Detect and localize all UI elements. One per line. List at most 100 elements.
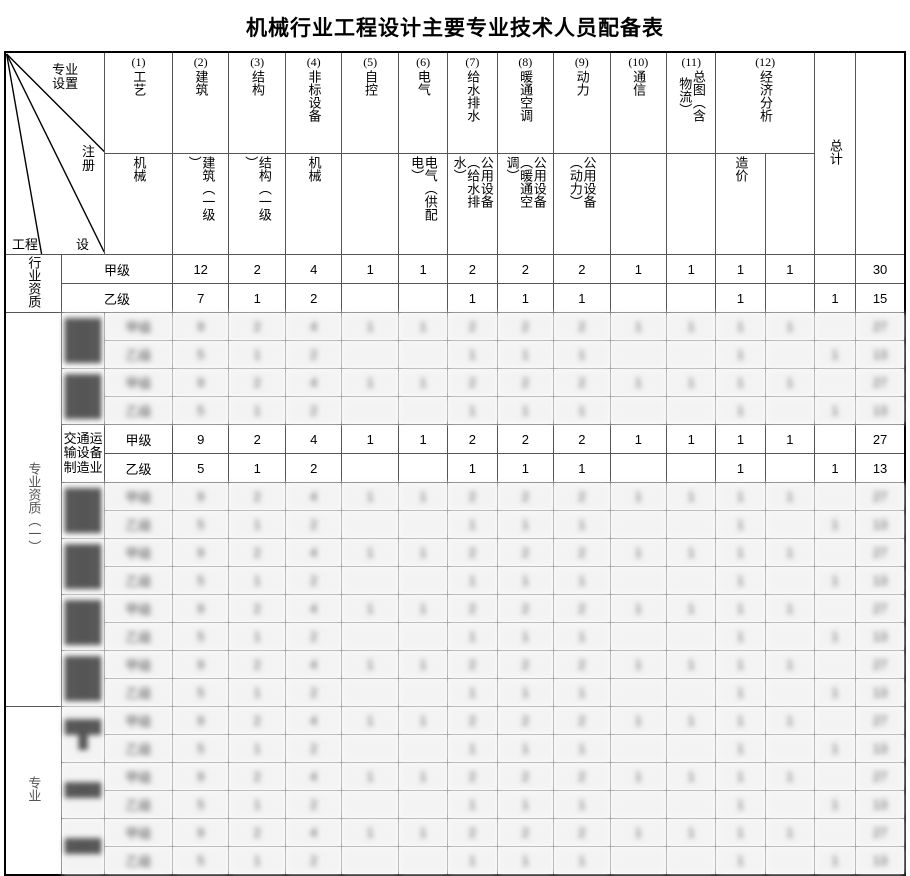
data-cell-c1: 9 <box>171 424 230 454</box>
data-cell-c9 <box>609 510 668 539</box>
industry-group-label: ████ █ <box>60 706 106 763</box>
data-cell-c1: 7 <box>171 283 230 313</box>
column-header-11: (11) 物流） 总图（含 <box>666 51 717 154</box>
data-cell-c8: 2 <box>553 312 611 341</box>
data-cell-c3: 2 <box>284 790 343 819</box>
row-total: 27 <box>855 594 906 623</box>
data-cell-c8: 2 <box>553 254 611 284</box>
column-number: (6) <box>416 55 431 69</box>
data-cell-c6: 2 <box>447 368 498 397</box>
data-cell-c8: 1 <box>553 622 611 651</box>
column-number: (7) <box>465 55 480 69</box>
data-cell-c7: 2 <box>496 594 555 623</box>
row-total: 27 <box>855 650 906 679</box>
data-cell-c1: 5 <box>171 790 230 819</box>
data-cell-c12: 1 <box>764 650 816 679</box>
data-cell-c6: 1 <box>447 283 498 313</box>
table-row: 乙级 5 1 2 1 1 1 1 1 13 <box>5 734 906 763</box>
row-total: 13 <box>855 678 906 707</box>
data-cell-c4: 1 <box>341 706 399 735</box>
industry-group-label: ████ <box>60 818 106 876</box>
data-cell-c3: 2 <box>284 283 343 313</box>
table-row: 行业资质 甲级 12 2 4 1 1 2 2 2 1 1 1 1 30 <box>4 254 906 313</box>
data-cell-c7: 2 <box>496 762 555 791</box>
header-row-top: 专业 设置注册工程设 (1) 工艺 (2) 建筑 (3) 结构 (4) 非标设备 (5) 自控 (6) 电… <box>4 51 905 255</box>
data-cell-c12 <box>764 846 816 876</box>
data-cell-c13 <box>813 312 857 341</box>
data-cell-c9: 1 <box>609 424 668 454</box>
data-cell-c10: 1 <box>666 762 717 791</box>
sub-specialty: 电气（供配 <box>422 156 438 221</box>
data-cell-c9 <box>609 846 668 876</box>
data-cell-c5 <box>397 396 449 425</box>
data-cell-c11: 1 <box>715 706 766 735</box>
data-cell-c8: 1 <box>553 566 611 595</box>
data-cell-c8: 2 <box>553 650 611 679</box>
data-cell-c7: 2 <box>496 254 555 284</box>
data-cell-c3: 4 <box>284 254 343 284</box>
row-total: 27 <box>855 762 906 791</box>
data-cell-c8: 2 <box>553 706 611 735</box>
data-cell-c11: 1 <box>715 538 766 567</box>
column-name: 工艺 <box>131 70 147 97</box>
data-cell-c11: 1 <box>715 622 766 651</box>
data-cell-c9: 1 <box>609 650 668 679</box>
data-cell-c2: 2 <box>228 312 286 341</box>
data-cell-c1: 9 <box>171 482 230 511</box>
section-label: 行业资质 <box>4 254 62 313</box>
qualification-level: 乙级 <box>104 566 173 595</box>
staffing-table: 专业 设置注册工程设 (1) 工艺 (2) 建筑 (3) 结构 (4) 非标设备 (5) 自控 (6) 电… <box>4 51 906 876</box>
data-cell-c4: 1 <box>341 818 399 847</box>
data-cell-c7: 1 <box>496 734 555 763</box>
data-cell-c6: 2 <box>447 254 498 284</box>
data-cell-c10 <box>666 790 717 819</box>
sub-specialty: （暖通空 <box>518 156 534 208</box>
row-total: 13 <box>855 396 906 425</box>
column-subheader-11 <box>666 153 717 255</box>
data-cell-c1: 5 <box>171 510 230 539</box>
data-cell-c8: 1 <box>553 790 611 819</box>
data-cell-c4 <box>341 734 399 763</box>
data-cell-c9: 1 <box>609 762 668 791</box>
data-cell-c10: 1 <box>666 368 717 397</box>
data-cell-c12 <box>764 566 816 595</box>
data-cell-c9 <box>609 566 668 595</box>
table-row: 乙级 5 1 2 1 1 1 1 1 13 <box>5 566 906 595</box>
data-cell-c1: 5 <box>171 678 230 707</box>
data-cell-c7: 2 <box>496 818 555 847</box>
data-cell-c12: 1 <box>764 312 816 341</box>
qualification-level: 甲级 <box>104 818 173 847</box>
data-cell-c7: 1 <box>496 510 555 539</box>
data-cell-c12 <box>764 790 816 819</box>
table-row: 交通运输设备制造业 甲级 9 2 4 1 1 2 2 2 1 1 1 1 27 <box>5 424 906 483</box>
corner-label-register: 注册 <box>82 144 96 173</box>
data-cell-c5 <box>397 566 449 595</box>
table-row: 乙级 7 1 2 1 1 1 1 1 15 <box>5 283 906 313</box>
column-number: (4) <box>306 55 321 69</box>
data-cell-c2: 2 <box>228 706 286 735</box>
data-cell-c13: 1 <box>813 790 857 819</box>
data-cell-c2: 1 <box>228 790 286 819</box>
data-cell-c2: 2 <box>228 538 286 567</box>
data-cell-c4: 1 <box>341 424 399 454</box>
data-cell-c4 <box>341 510 399 539</box>
qualification-level: 甲级 <box>104 594 173 623</box>
sub-specialty: 机械 <box>131 156 147 182</box>
data-cell-c2: 1 <box>228 678 286 707</box>
data-cell-c9 <box>609 453 668 483</box>
data-cell-c13 <box>813 762 857 791</box>
data-cell-c8: 2 <box>553 538 611 567</box>
data-cell-c11: 1 <box>715 650 766 679</box>
data-cell-c13: 1 <box>813 283 857 313</box>
qualification-level: 甲级 <box>104 424 173 454</box>
column-header-7: (7) 给水排水 <box>447 51 498 154</box>
data-cell-c8: 1 <box>553 846 611 876</box>
row-total: 13 <box>855 453 906 483</box>
data-cell-c9: 1 <box>609 368 668 397</box>
data-cell-c13 <box>813 706 857 735</box>
column-name: 暖通空调 <box>518 70 534 123</box>
data-cell-c6: 2 <box>447 312 498 341</box>
data-cell-c9: 1 <box>609 538 668 567</box>
data-cell-c8: 2 <box>553 594 611 623</box>
data-cell-c2: 2 <box>228 818 286 847</box>
